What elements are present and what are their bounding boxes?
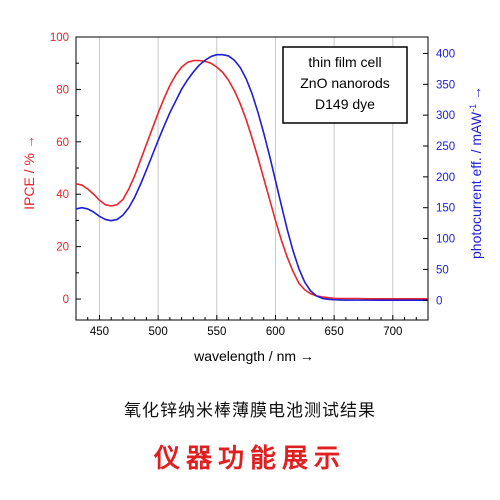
y-axis-label-left: IPCE / % → bbox=[21, 135, 37, 210]
y-left-tick-label-60: 60 bbox=[56, 137, 69, 149]
y-right-tick-label-350: 350 bbox=[436, 79, 455, 91]
x-tick-label-450: 450 bbox=[90, 326, 109, 338]
series-layer bbox=[75, 53, 428, 301]
y-left-tick-label-80: 80 bbox=[56, 84, 69, 96]
legend-box: thin film cell ZnO nanorods D149 dye bbox=[282, 46, 408, 124]
y-right-tick-label-300: 300 bbox=[436, 110, 455, 122]
y-right-tick-label-400: 400 bbox=[436, 48, 455, 60]
y-left-tick-label-0: 0 bbox=[63, 294, 69, 306]
y-axis-label-right: photocurrent eff. / mAW-1 → bbox=[468, 86, 484, 259]
x-tick-label-600: 600 bbox=[266, 326, 285, 338]
x-tick-label-700: 700 bbox=[383, 326, 402, 338]
x-tick-label-550: 550 bbox=[207, 326, 226, 338]
y-right-tick-label-150: 150 bbox=[436, 203, 455, 215]
caption-title: 氧化锌纳米棒薄膜电池测试结果 bbox=[124, 401, 376, 421]
caption-subtitle: 仪器功能展示 bbox=[153, 444, 346, 474]
y-axis-label-right-sup: -1 bbox=[468, 104, 478, 112]
y-right-tick-label-50: 50 bbox=[436, 264, 449, 276]
y-axis-label-right-end: → bbox=[468, 86, 484, 104]
legend-frame bbox=[282, 46, 408, 124]
ticks: 450 500 550 600 650 700 0 20 40 60 80 100 0 50 100 150 2… bbox=[50, 32, 455, 338]
ipce-series-line bbox=[75, 59, 428, 300]
legend-line-3: D149 dye bbox=[315, 96, 375, 112]
y-left-tick-label-20: 20 bbox=[56, 242, 69, 254]
photocurrent-series-line bbox=[75, 53, 428, 301]
y-right-tick-label-250: 250 bbox=[436, 141, 455, 153]
y-left-tick-label-40: 40 bbox=[56, 189, 69, 201]
legend-line-1: thin film cell bbox=[308, 54, 381, 70]
y-left-tick-label-100: 100 bbox=[50, 32, 69, 44]
y-right-tick-label-100: 100 bbox=[436, 234, 455, 246]
legend-line-2: ZnO nanorods bbox=[300, 75, 390, 91]
x-tick-label-650: 650 bbox=[325, 326, 344, 338]
x-axis-label: wavelength / nm → bbox=[193, 348, 314, 364]
y-right-tick-label-200: 200 bbox=[436, 172, 455, 184]
x-tick-label-500: 500 bbox=[149, 326, 168, 338]
y-axis-label-right-main: photocurrent eff. / mAW bbox=[468, 111, 484, 259]
y-right-tick-label-0: 0 bbox=[436, 295, 442, 307]
